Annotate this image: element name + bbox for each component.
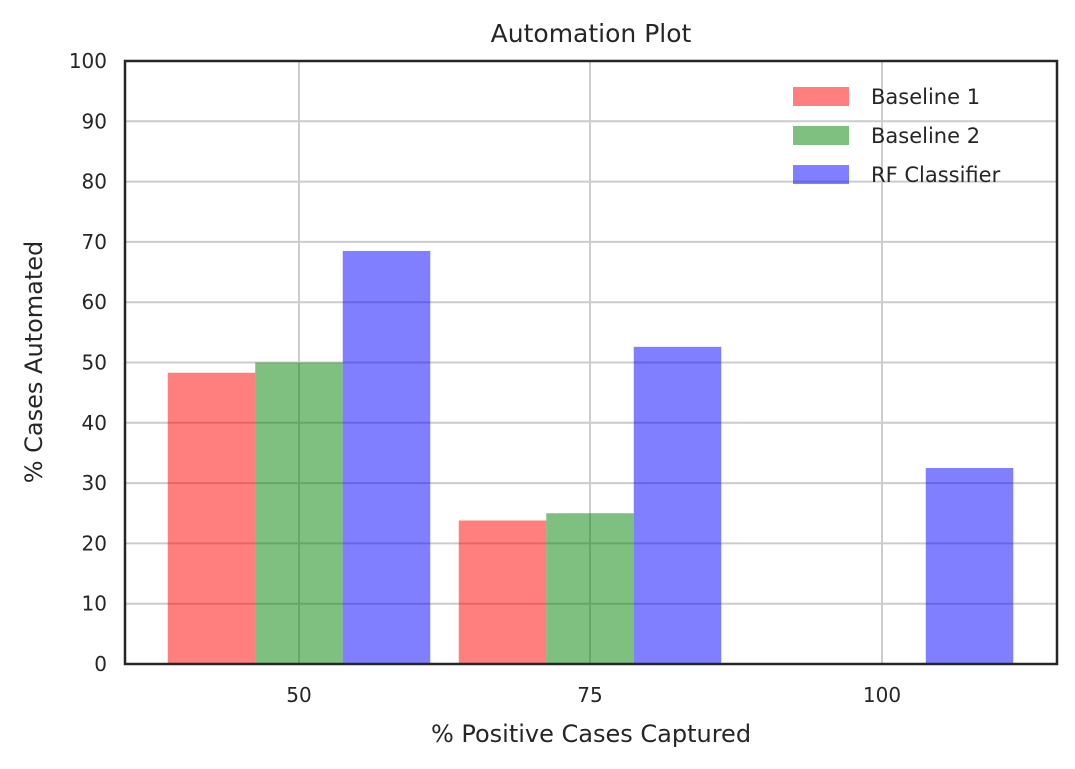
bar bbox=[458, 520, 547, 664]
bar bbox=[925, 468, 1014, 664]
legend-label: Baseline 2 bbox=[871, 124, 980, 148]
legend-swatch bbox=[793, 165, 849, 184]
y-tick-label: 100 bbox=[69, 49, 107, 73]
y-tick-label: 80 bbox=[82, 170, 107, 194]
x-tick-label: 100 bbox=[863, 683, 901, 707]
y-axis-ticks: 0 10 20 30 40 50 60 70 80 90 100 bbox=[69, 49, 107, 676]
y-tick-label: 70 bbox=[82, 230, 107, 254]
y-tick-label: 50 bbox=[82, 351, 107, 375]
legend-swatch bbox=[793, 126, 849, 145]
bar bbox=[167, 372, 256, 664]
y-tick-label: 10 bbox=[82, 592, 107, 616]
bar bbox=[633, 346, 722, 664]
y-tick-label: 20 bbox=[82, 531, 107, 555]
bar bbox=[255, 362, 343, 664]
chart-title: Automation Plot bbox=[491, 19, 692, 48]
y-tick-label: 90 bbox=[82, 109, 107, 133]
bar bbox=[342, 250, 431, 664]
y-tick-label: 60 bbox=[82, 290, 107, 314]
y-tick-label: 30 bbox=[82, 471, 107, 495]
bars bbox=[167, 250, 1014, 664]
x-tick-label: 50 bbox=[286, 683, 311, 707]
bar bbox=[546, 513, 634, 664]
legend: Baseline 1 Baseline 2 RF Classifier bbox=[793, 85, 1001, 187]
legend-swatch bbox=[793, 87, 849, 106]
x-axis-ticks: 50 75 100 bbox=[286, 683, 901, 707]
plot-frame bbox=[123, 59, 1059, 666]
x-tick-label: 75 bbox=[577, 683, 602, 707]
x-axis-title: % Positive Cases Captured bbox=[431, 720, 751, 748]
y-tick-label: 40 bbox=[82, 411, 107, 435]
legend-label: Baseline 1 bbox=[871, 85, 980, 109]
y-tick-label: 0 bbox=[94, 652, 107, 676]
legend-label: RF Classifier bbox=[871, 163, 1001, 187]
y-axis-title: % Cases Automated bbox=[20, 241, 48, 484]
